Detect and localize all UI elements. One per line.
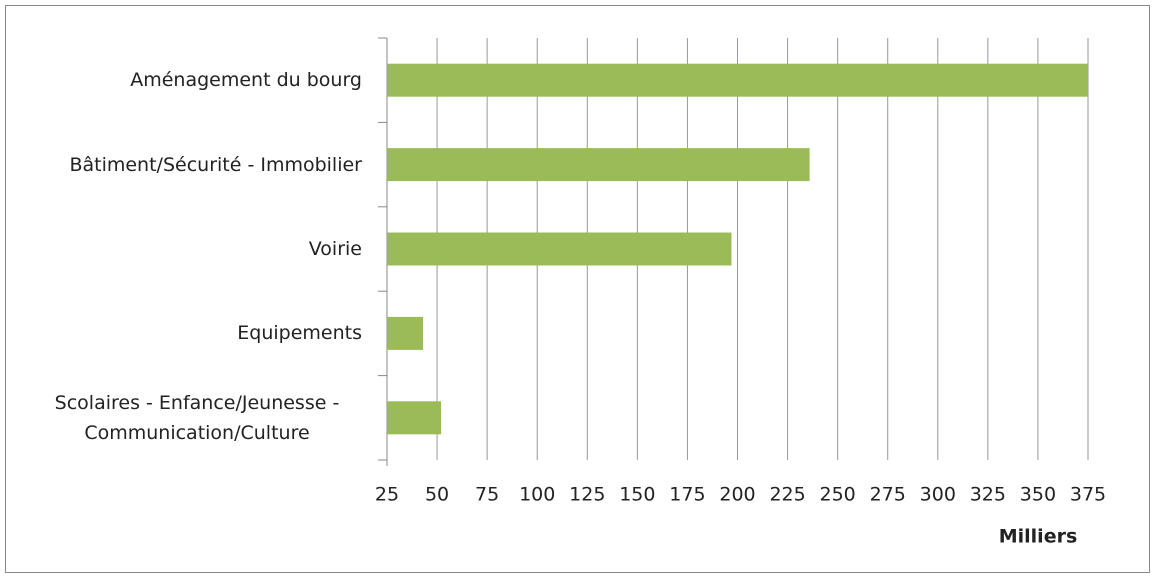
bar <box>387 148 810 182</box>
x-tick-label: 125 <box>569 484 605 506</box>
y-tick-label: Voirie <box>308 238 362 260</box>
x-tick-label: 375 <box>1070 484 1106 506</box>
x-tick-label: 100 <box>519 484 555 506</box>
x-axis-label: Milliers <box>999 526 1078 548</box>
y-tick-label: Equipements <box>237 322 362 345</box>
bar <box>387 232 732 266</box>
bar <box>387 316 424 350</box>
x-tick-label: 275 <box>870 484 906 506</box>
x-tick-label: 250 <box>820 484 856 506</box>
y-tick-label: Bâtiment/Sécurité - Immobilier <box>69 153 362 176</box>
x-tick-label: 200 <box>719 484 755 506</box>
x-tick-label: 225 <box>769 484 805 506</box>
border <box>5 5 1150 573</box>
x-tick-label: 150 <box>619 484 655 506</box>
x-tick-label: 50 <box>425 484 449 506</box>
y-tick-label: Scolaires - Enfance/Jeunesse - Communica… <box>54 391 340 444</box>
x-tick-label: 325 <box>970 484 1006 506</box>
x-tick-label: 75 <box>475 484 499 506</box>
bar <box>387 63 1088 97</box>
bar <box>387 401 442 435</box>
x-tick-label: 300 <box>920 484 956 506</box>
y-tick-label: Aménagement du bourg <box>130 69 362 92</box>
x-tick-label: 25 <box>375 484 399 506</box>
x-tick-label: 350 <box>1020 484 1056 506</box>
x-tick-label: 175 <box>669 484 705 506</box>
